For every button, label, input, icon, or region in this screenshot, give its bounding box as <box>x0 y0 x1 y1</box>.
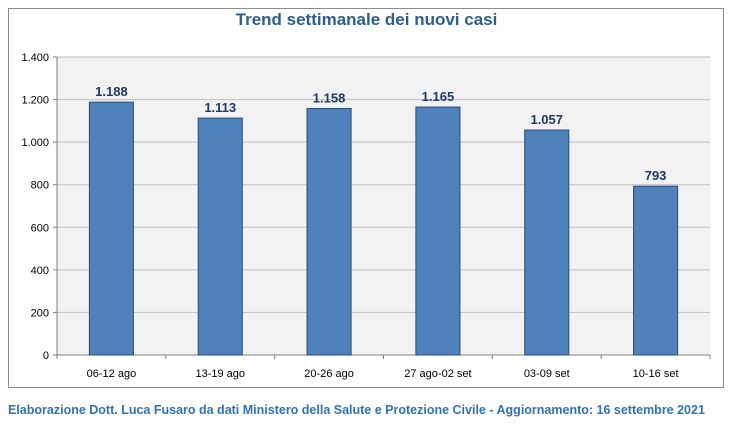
y-tick-label: 1.200 <box>21 95 49 107</box>
bar <box>197 117 243 356</box>
data-label: 1.158 <box>313 91 346 106</box>
footer-note: Elaborazione Dott. Luca Fusaro da dati M… <box>8 403 705 417</box>
x-tick-label: 10-16 set <box>633 368 679 380</box>
axes: 0 200 400 600 800 1.000 1.200 1.400 06-12 ago 13-… <box>21 52 711 380</box>
data-label: 1.165 <box>422 89 455 104</box>
plot-area <box>57 57 710 355</box>
data-label: 1.057 <box>530 112 563 127</box>
chart-title: Trend settimanale dei nuovi casi <box>235 10 498 29</box>
x-tick-label: 13-19 ago <box>195 368 245 380</box>
data-label: 1.113 <box>204 100 236 115</box>
x-tick-label: 20-26 ago <box>304 368 354 380</box>
data-label: 1.188 <box>95 84 128 99</box>
data-label: 793 <box>645 168 667 183</box>
y-tick-label: 1.000 <box>21 137 49 149</box>
x-tick-label: 03-09 set <box>524 368 570 380</box>
grid-lines <box>57 56 710 313</box>
bars <box>88 101 679 356</box>
data-labels: 1.188 1.113 1.158 1.165 1.057 793 <box>95 84 666 183</box>
bar <box>88 101 134 356</box>
y-tick-label: 1.400 <box>21 52 49 64</box>
y-tick-label: 200 <box>31 307 49 319</box>
x-tick-label: 27 ago-02 set <box>404 368 471 380</box>
bar <box>306 108 352 356</box>
x-tick-label: 06-12 ago <box>87 368 137 380</box>
y-tick-label: 600 <box>31 222 49 234</box>
bar <box>524 129 570 356</box>
bar <box>415 106 461 356</box>
bar <box>633 185 679 356</box>
y-tick-label: 800 <box>31 180 49 192</box>
y-tick-label: 0 <box>43 350 49 362</box>
y-tick-label: 400 <box>31 265 49 277</box>
